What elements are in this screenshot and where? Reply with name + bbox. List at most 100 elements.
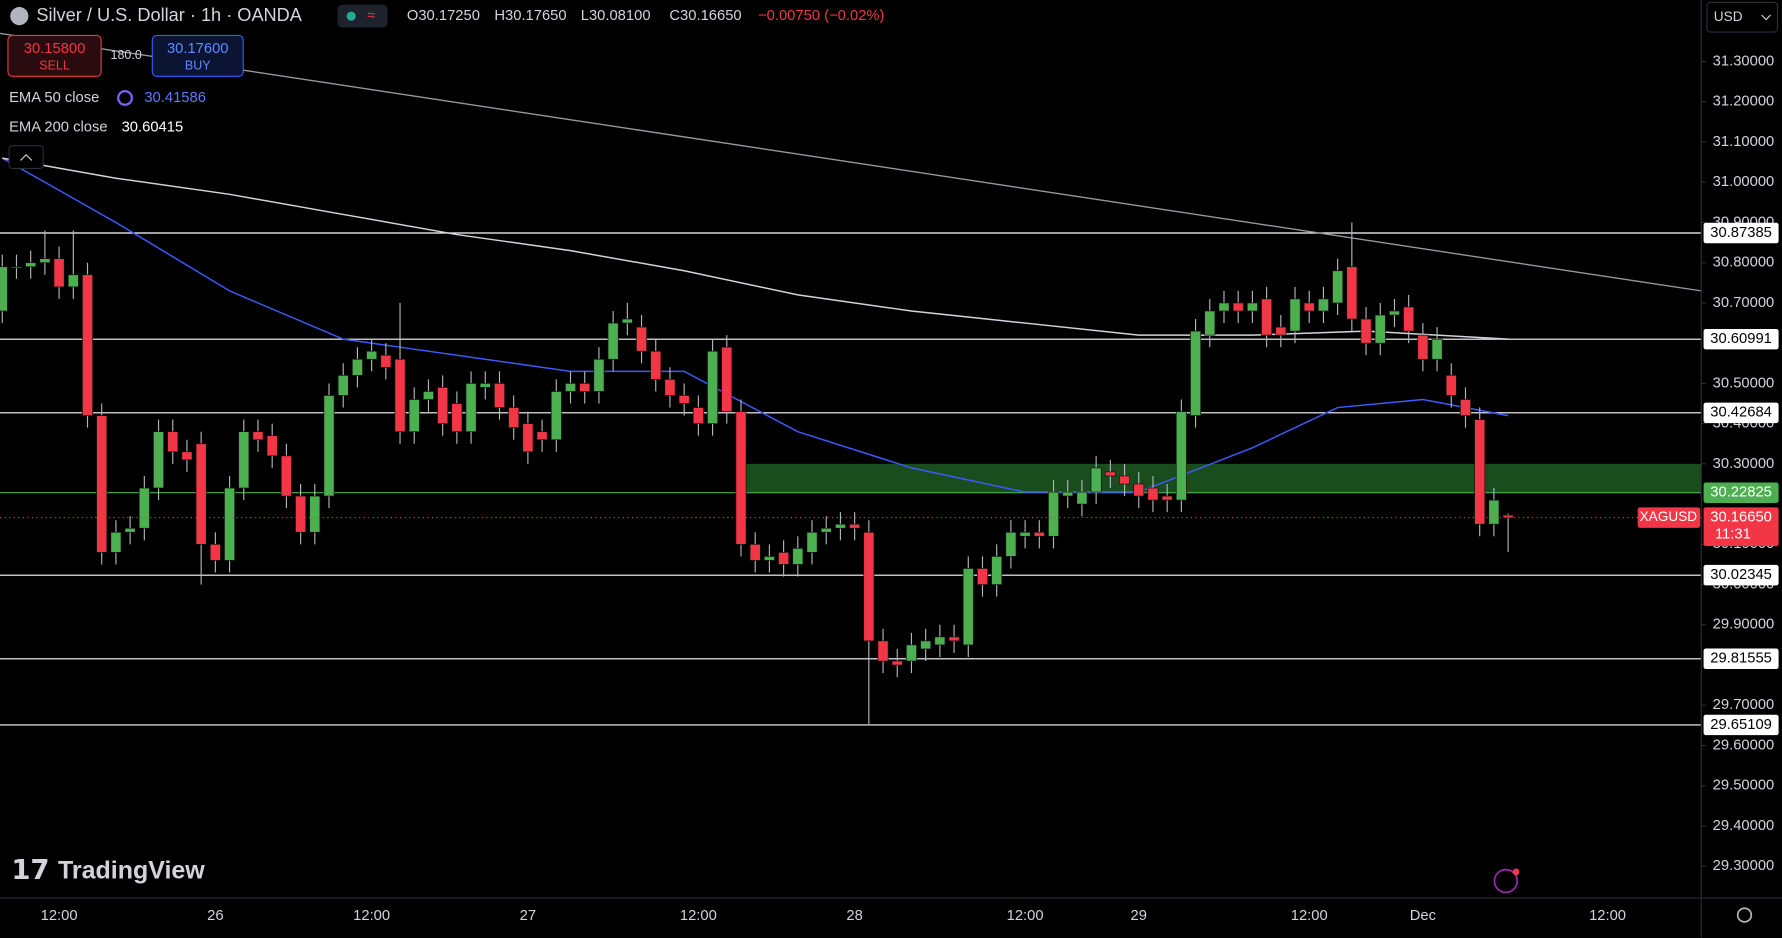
trendline <box>0 32 1702 292</box>
candle-body <box>1403 306 1415 332</box>
candle-body <box>1246 302 1258 312</box>
x-tick-label: 12:00 <box>353 908 390 924</box>
candle-body <box>1048 491 1059 537</box>
candle-body <box>977 568 988 585</box>
candle-body <box>920 640 932 650</box>
countdown: 11:31 <box>1715 527 1751 543</box>
candle-body <box>366 350 378 360</box>
candle-body <box>664 379 676 396</box>
level-label-box <box>1703 564 1779 586</box>
candle-body <box>181 451 193 461</box>
y-tick-label: 29.60000 <box>1713 737 1775 753</box>
currency-select[interactable] <box>1706 1 1779 33</box>
level-label: 30.42684 <box>1710 405 1772 421</box>
x-tick-label: 29 <box>1131 908 1147 924</box>
candle-body <box>707 350 719 424</box>
candle-body <box>579 383 591 392</box>
candle-body <box>522 423 534 453</box>
candle-body <box>1389 310 1400 316</box>
candle-body <box>479 383 491 388</box>
x-tick-label: 12:00 <box>680 908 717 924</box>
candle-body <box>806 531 818 553</box>
candle-body <box>834 523 846 529</box>
dropdown-icon <box>1761 14 1772 21</box>
candle-body <box>380 354 392 368</box>
currency: USD <box>1714 9 1743 24</box>
candle-body <box>96 415 108 553</box>
zone <box>740 463 1702 493</box>
candle-body <box>991 556 1003 585</box>
y-tick-label: 29.40000 <box>1713 818 1775 834</box>
level-label: 29.65109 <box>1710 717 1772 733</box>
candle-body <box>1190 330 1202 416</box>
candle-body <box>266 435 278 457</box>
candle-body <box>1204 310 1216 336</box>
y-tick-label: 29.50000 <box>1713 778 1775 794</box>
level-label-box <box>1703 648 1779 670</box>
candle-body <box>934 636 946 646</box>
candle-body <box>650 350 662 380</box>
collapse-icon <box>20 153 33 161</box>
candle-body <box>1232 302 1244 312</box>
candle-body <box>508 407 520 429</box>
buy-button[interactable] <box>151 34 244 77</box>
candle-body <box>1104 471 1116 477</box>
candle-body <box>1062 491 1074 497</box>
candle-body <box>138 487 150 529</box>
sell-label: SELL <box>39 58 70 72</box>
candle-body <box>778 552 790 565</box>
candle-body <box>763 556 775 561</box>
level-label: 30.60991 <box>1710 331 1772 347</box>
candle-body <box>1119 475 1131 485</box>
level-label-box <box>1703 482 1779 503</box>
ema-line <box>1 157 1509 493</box>
ohlc-open: O30.17250 <box>407 8 480 24</box>
symbol-icon <box>10 7 29 26</box>
alert-dot <box>1512 868 1520 876</box>
candle-body <box>906 644 917 662</box>
loading-icon <box>117 89 133 106</box>
candle-body <box>877 640 889 662</box>
candle-body <box>437 387 449 424</box>
candle-body <box>678 395 690 404</box>
candle-body <box>621 318 633 324</box>
candle-body <box>550 391 562 441</box>
x-tick-label: 27 <box>520 908 536 924</box>
candle-body <box>1019 531 1031 537</box>
ema-line <box>2 157 1509 340</box>
y-tick-label: 31.00000 <box>1713 174 1775 190</box>
candle-body <box>224 487 236 561</box>
candle-body <box>1033 531 1045 537</box>
candle-body <box>1090 467 1102 493</box>
y-tick-label: 29.30000 <box>1713 858 1775 874</box>
candle-body <box>735 411 747 545</box>
indicator-name: EMA 200 close <box>9 119 107 135</box>
ohlc-close: C30.16650 <box>669 8 741 24</box>
candle-body <box>1005 531 1017 557</box>
candle-body <box>280 455 292 497</box>
candle-body <box>39 258 51 264</box>
level-label-box <box>1703 222 1779 244</box>
candle-body <box>1218 302 1230 312</box>
candle-body <box>167 431 179 453</box>
x-tick-label: 12:00 <box>1007 908 1044 924</box>
candle-body <box>323 395 335 497</box>
status-icon: ≈ <box>367 8 375 24</box>
candle-body <box>863 531 875 642</box>
x-tick-label: 28 <box>846 908 862 924</box>
candle-body <box>792 548 804 565</box>
alert-icon[interactable] <box>1493 868 1519 894</box>
candle-body <box>1332 270 1344 304</box>
candle-body <box>891 660 903 666</box>
candle-body <box>1460 399 1471 416</box>
indicator-name: EMA 50 close <box>9 90 99 106</box>
sell-price: 30.15800 <box>24 41 86 57</box>
candle-body <box>1147 487 1159 501</box>
status-badge[interactable] <box>337 4 388 28</box>
candle-body <box>53 258 65 288</box>
settings-icon[interactable] <box>1736 907 1753 923</box>
buy-price: 30.17600 <box>167 41 229 57</box>
collapse-button[interactable] <box>8 145 44 169</box>
sell-button[interactable] <box>7 34 102 77</box>
